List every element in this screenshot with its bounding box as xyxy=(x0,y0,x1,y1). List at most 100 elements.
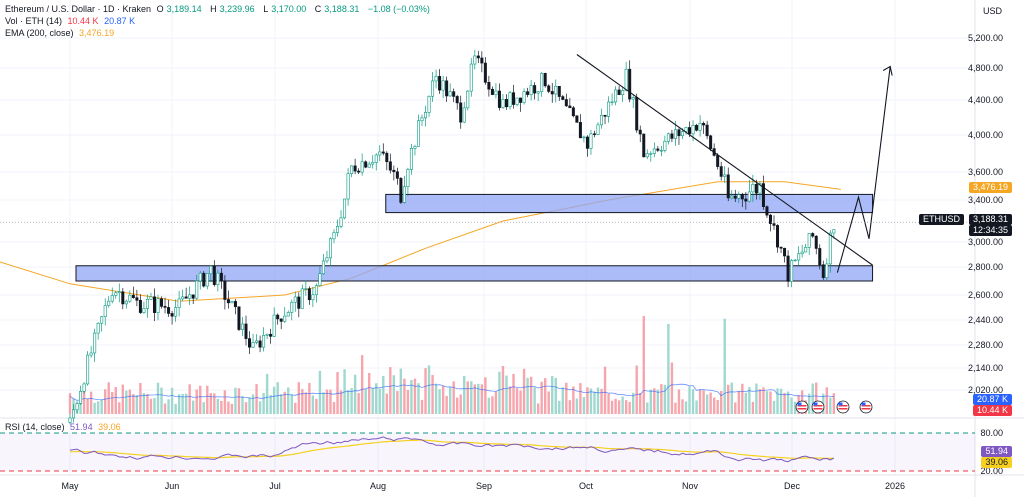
candle-body xyxy=(434,76,438,82)
candle-body xyxy=(198,272,202,282)
candle-body xyxy=(272,314,276,337)
candle-body xyxy=(350,165,354,174)
candle-body xyxy=(508,92,512,108)
volume-bar xyxy=(498,371,501,414)
volume-bar xyxy=(793,401,797,414)
volume-bar xyxy=(209,393,212,414)
volume-bar xyxy=(702,390,705,414)
candle-body xyxy=(262,335,266,348)
volume-bar xyxy=(86,398,89,414)
candle-body xyxy=(652,148,656,154)
volume-bar xyxy=(808,393,811,414)
volume-bar xyxy=(815,382,818,414)
volume-bar xyxy=(318,370,322,414)
candle-body xyxy=(649,153,653,155)
candle-body xyxy=(75,403,79,411)
candle-body xyxy=(167,307,171,314)
projection-path xyxy=(836,66,891,273)
candle-body xyxy=(476,55,480,59)
candle-body xyxy=(754,184,758,194)
rsi-tick-lower: 20.00 xyxy=(980,466,1003,476)
volume-bar xyxy=(596,387,600,414)
volume-bar xyxy=(730,382,733,414)
candle-body xyxy=(223,280,227,300)
volume-bar xyxy=(280,394,283,414)
volume-bar xyxy=(769,391,772,414)
volume-bar xyxy=(68,393,72,414)
volume-bar xyxy=(382,376,385,414)
volume-bar xyxy=(610,400,614,414)
candle-body xyxy=(174,307,178,317)
candle-body xyxy=(452,91,456,97)
candle-body xyxy=(747,191,751,202)
volume-bar xyxy=(508,386,512,414)
volume-bar xyxy=(202,402,205,414)
candle-body xyxy=(68,417,72,423)
volume-bar xyxy=(325,389,329,414)
candle-body xyxy=(89,352,93,356)
volume-bar xyxy=(646,402,649,414)
candle-body xyxy=(325,257,329,262)
volume-bar xyxy=(758,389,762,414)
volume-bar xyxy=(572,386,575,414)
candle-body xyxy=(621,90,625,95)
last-price-tag: 3,188.31 xyxy=(968,214,1012,225)
candle-body xyxy=(519,97,523,103)
volume-bar xyxy=(484,377,487,414)
candle-body xyxy=(670,133,674,139)
volume-bar xyxy=(329,389,332,414)
candle-body xyxy=(286,312,290,317)
volume-bar xyxy=(375,383,378,414)
volume-bar xyxy=(695,400,698,414)
volume-bar xyxy=(248,397,251,414)
candle-body xyxy=(688,127,692,135)
candle-body xyxy=(709,135,713,149)
volume-bar xyxy=(139,382,142,414)
volume-bar xyxy=(698,389,702,414)
price-tick-label: 2,600.00 xyxy=(968,290,1003,300)
volume-bar xyxy=(111,391,114,414)
price-tick-label: 2,800.00 xyxy=(968,262,1003,272)
candle-body xyxy=(279,318,283,322)
volume-bar xyxy=(346,390,350,414)
volume-bar xyxy=(170,387,174,414)
candle-body xyxy=(656,148,660,151)
volume-bar xyxy=(420,399,424,414)
volume-bar xyxy=(691,389,695,414)
candle-body xyxy=(392,169,396,173)
candle-body xyxy=(103,305,107,317)
ema-value: 3,476.19 xyxy=(79,28,115,38)
volume-bar xyxy=(135,394,139,414)
candle-body xyxy=(188,294,192,299)
candle-body xyxy=(529,85,533,95)
time-tick-label: Aug xyxy=(370,481,386,491)
candle-body xyxy=(212,265,216,285)
us-flag-stripe xyxy=(861,405,871,407)
volume-bar xyxy=(121,384,124,414)
candle-body xyxy=(364,161,368,168)
volume-bar xyxy=(290,394,293,414)
descending-trendline xyxy=(576,54,873,266)
volume-bar xyxy=(526,377,529,414)
volume-legend: Vol · ETH (14) 10.44 K 20.87 K xyxy=(5,15,138,27)
volume-bar xyxy=(832,393,836,414)
volume-bar xyxy=(579,383,582,414)
volume-bar xyxy=(624,400,628,414)
ohlc-l: L 3,170.00 xyxy=(263,4,307,14)
volume-bar xyxy=(741,383,744,414)
volume-bar xyxy=(649,389,652,414)
volume-bar xyxy=(635,365,638,414)
volume-bar xyxy=(82,389,86,414)
rsi-legend: RSI (14, close) 51.94 39.06 xyxy=(5,421,124,433)
candle-body xyxy=(691,125,695,135)
candle-body xyxy=(346,173,350,200)
candle-body xyxy=(575,115,579,123)
candle-body xyxy=(680,131,684,137)
rsi-ma-value: 39.06 xyxy=(98,422,121,432)
volume-bar xyxy=(705,394,709,414)
ema200-line xyxy=(0,181,841,302)
candle-body xyxy=(420,117,424,122)
candle-body xyxy=(230,301,234,304)
us-flag-stripe xyxy=(861,408,871,410)
